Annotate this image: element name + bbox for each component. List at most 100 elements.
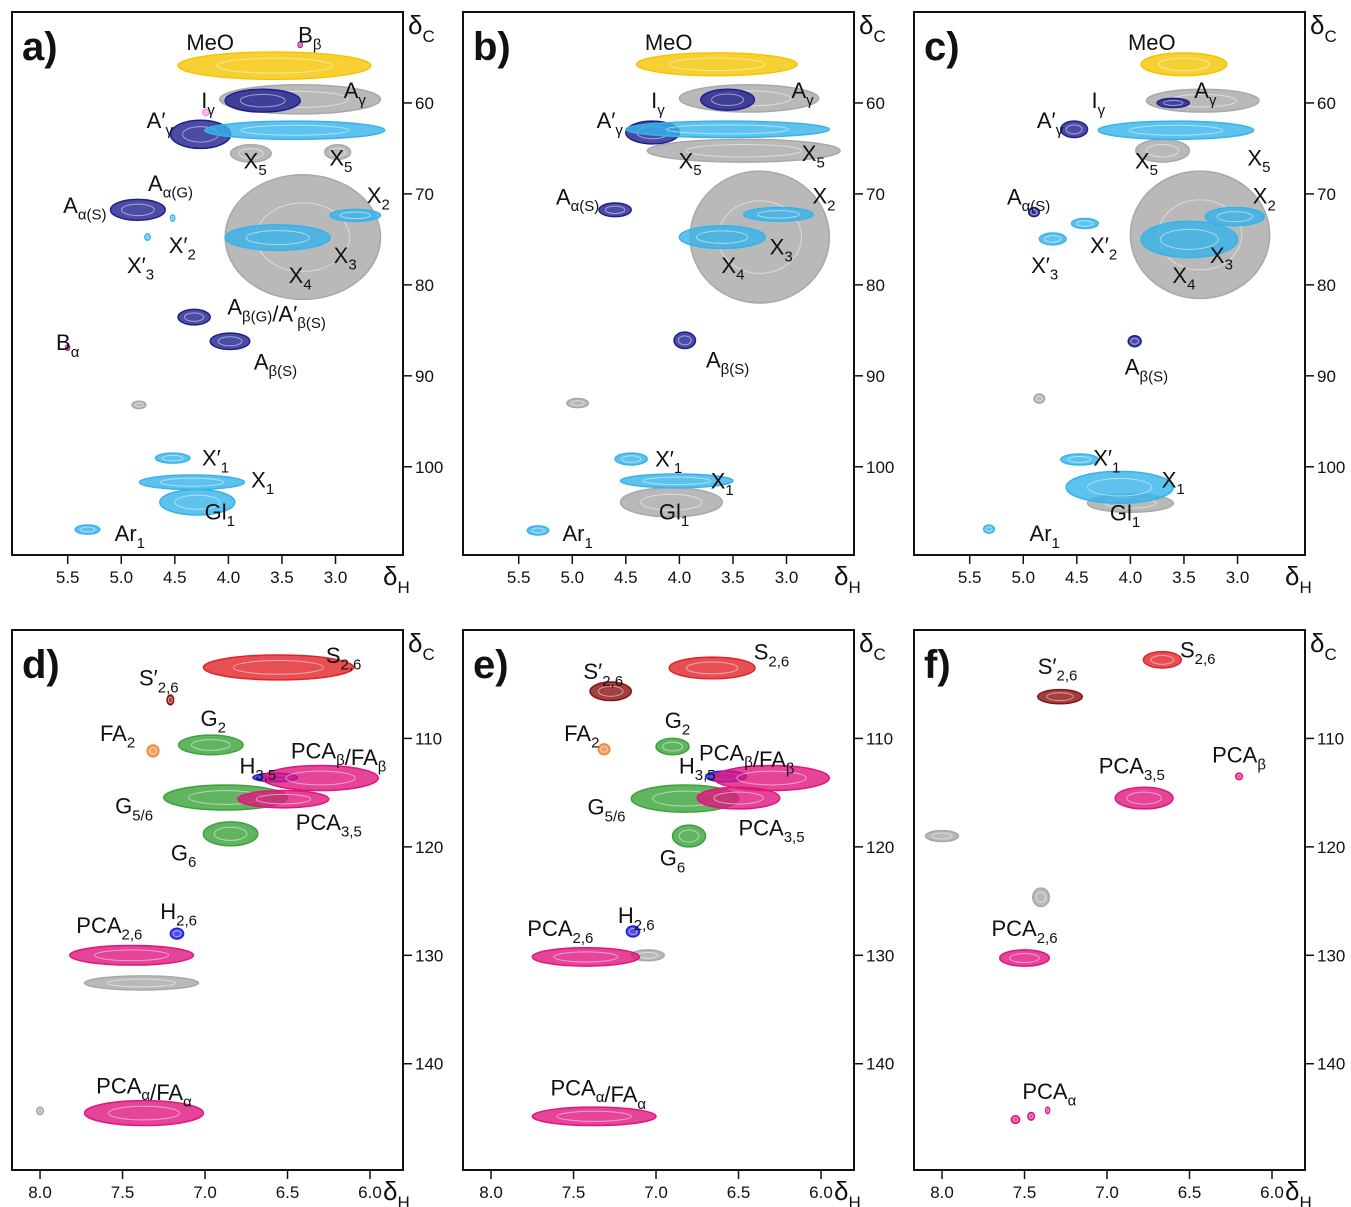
contour-ring — [190, 739, 231, 751]
panel-label: e) — [473, 643, 509, 687]
label-sub: 2,6 — [768, 653, 789, 670]
x-tick-label: 3.0 — [324, 568, 348, 587]
label-main: δ — [834, 1176, 848, 1206]
label-main: PCA — [1022, 1079, 1068, 1104]
plot-frame — [913, 629, 1306, 1171]
label-main: PCA — [296, 810, 342, 835]
y-axis-label: δC — [408, 628, 435, 664]
contour-ring — [120, 203, 155, 217]
peak-label: H3,5 — [239, 754, 276, 785]
label-sub: C — [873, 645, 885, 664]
cross-peak — [598, 202, 632, 218]
label-sub: γ — [165, 122, 173, 139]
y-tick-label: 60 — [866, 94, 885, 113]
label-sub: 4 — [1187, 276, 1195, 293]
cross-peak — [1114, 786, 1174, 810]
plot-frame — [913, 11, 1306, 556]
label-sub: γ — [207, 102, 215, 119]
label-main: S′ — [1038, 654, 1057, 679]
contour-ring — [107, 1105, 181, 1121]
label-main: Ar — [115, 521, 137, 546]
cross-peak — [982, 524, 996, 534]
label-sub: α(G) — [163, 185, 193, 202]
peak-label: Iγ — [201, 88, 215, 119]
label-main: X′ — [1093, 446, 1112, 471]
panel: 5.5 5.0 4.5 4.0 3.5 3.060708090100MeOAγA′γIγX… — [913, 10, 1345, 597]
label-sub: 4 — [736, 266, 744, 283]
peak-label: PCAα — [1022, 1079, 1076, 1110]
x-tick-label: 7.5 — [1013, 1183, 1037, 1202]
label-main: PCA — [291, 738, 337, 763]
contour-ring — [985, 526, 993, 532]
peak-label: X1 — [251, 468, 274, 499]
cross-peak — [589, 681, 633, 702]
label-main: PCA — [699, 741, 745, 766]
contour-ring — [183, 312, 205, 322]
y-tick-label: 90 — [415, 367, 434, 386]
cross-peak — [177, 308, 211, 326]
contour-ring — [553, 951, 619, 963]
label-sub: 3 — [1050, 266, 1058, 283]
label-main: δ — [1310, 10, 1324, 40]
label-main: A — [1125, 355, 1140, 380]
label-sub: H — [1299, 578, 1311, 597]
x-tick-label: 6.5 — [276, 1183, 300, 1202]
label-main: X — [679, 148, 694, 173]
label-main: X — [244, 148, 259, 173]
peak-label: X2 — [1253, 184, 1276, 215]
contour-ring — [240, 124, 350, 136]
label-main: S′ — [583, 659, 602, 684]
label-main: G — [201, 706, 218, 731]
peak-label: X3 — [1210, 243, 1233, 274]
label-main: X — [812, 184, 827, 209]
label-main: I — [201, 88, 207, 113]
contour-ring — [628, 927, 638, 935]
cross-peak — [924, 829, 960, 843]
label-main: /FA — [753, 747, 786, 772]
peak-label: X1 — [711, 468, 734, 499]
label-sub: 2,6 — [1057, 667, 1078, 684]
contour-ring — [1159, 228, 1219, 250]
y-tick-label: 70 — [1317, 185, 1336, 204]
peak-label: X5 — [1135, 148, 1158, 179]
peak-label: G5/6 — [588, 795, 626, 826]
label-sub: C — [873, 27, 885, 46]
x-tick-label: 5.5 — [958, 568, 982, 587]
label-sub: 3 — [1225, 256, 1233, 273]
y-tick-label: 100 — [1317, 458, 1345, 477]
cross-peak — [83, 1099, 205, 1127]
cross-peak — [177, 734, 244, 756]
peak-label: X1 — [1162, 468, 1185, 499]
contour-ring — [685, 661, 739, 675]
peak-label: X′1 — [655, 447, 682, 478]
peak-label: Bβ — [298, 23, 322, 54]
label-sub: α — [1068, 1092, 1077, 1109]
contour-ring — [600, 745, 609, 753]
label-main: X′ — [127, 253, 146, 278]
label-sub: 2,6 — [1037, 930, 1058, 947]
cross-peak — [673, 331, 697, 350]
label-sub: 3,5 — [1144, 767, 1165, 784]
peak-label: A′γ — [147, 108, 174, 139]
peak-label: S2,6 — [1180, 638, 1216, 669]
cross-peak — [1038, 232, 1067, 246]
peak-label: Aγ — [791, 78, 814, 109]
y-tick-label: 140 — [866, 1055, 894, 1074]
cross-peak — [625, 925, 641, 938]
contour-ring — [668, 57, 766, 72]
cross-peak — [1060, 120, 1089, 139]
cross-peak — [526, 525, 550, 536]
contour-ring — [1044, 235, 1062, 243]
label-main: δ — [859, 10, 873, 40]
cross-peak — [1140, 52, 1228, 77]
panel: 8.0 7.5 7.0 6.5 6.0110120130140S′2,6S2,6FA2G… — [11, 628, 443, 1207]
label-sub: 1 — [137, 535, 145, 552]
cross-peak — [1140, 220, 1239, 259]
contour-ring — [1076, 220, 1094, 227]
contour-ring — [621, 455, 642, 463]
peak-label: Ar1 — [115, 521, 145, 552]
x-axis-label: δH — [834, 561, 861, 597]
contour-ring — [696, 230, 749, 244]
cross-peak — [224, 88, 301, 113]
